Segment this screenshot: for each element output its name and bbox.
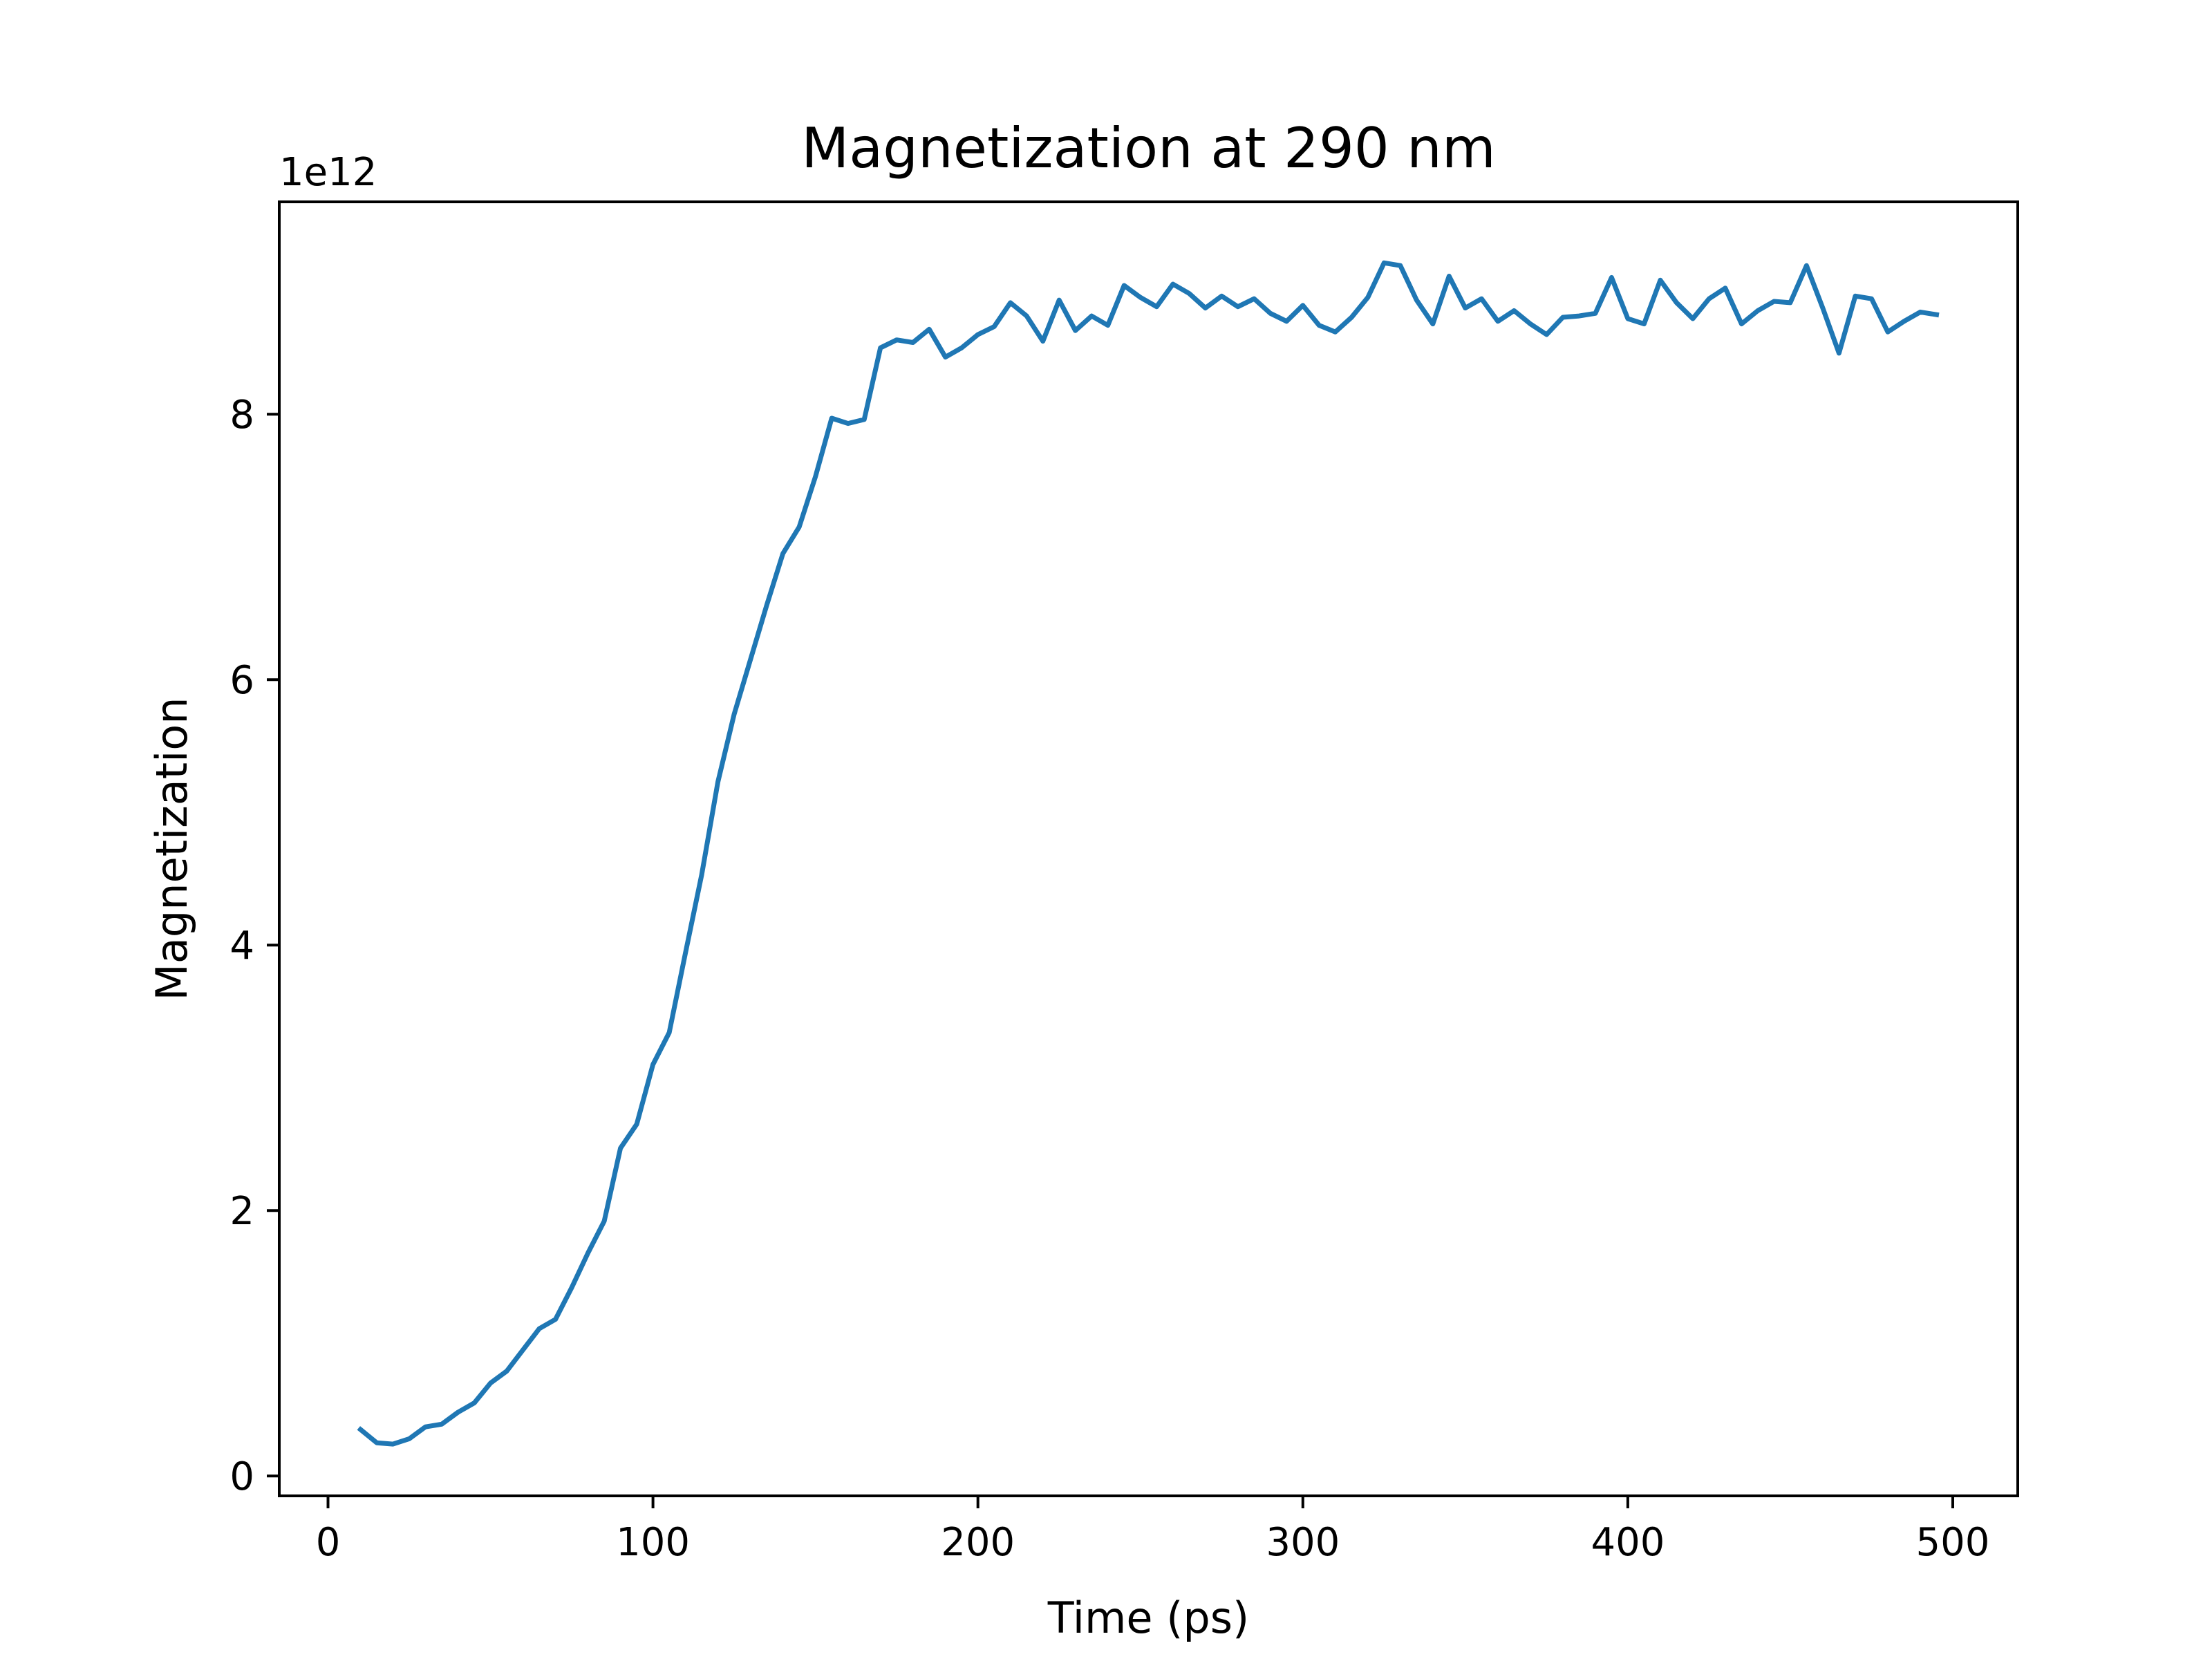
x-tick-label: 100: [616, 1520, 690, 1565]
axis-ticks: 0 100 200 300 400 500 0 2 4 6 8: [229, 393, 1989, 1565]
y-tick-label: 4: [229, 924, 254, 968]
y-axis-offset-label: 1e12: [279, 150, 377, 195]
chart-title: Magnetization at 290 nm: [801, 116, 1496, 180]
x-tick-label: 400: [1591, 1520, 1665, 1565]
y-tick-label: 6: [229, 658, 254, 703]
x-tick-label: 500: [1916, 1520, 1990, 1565]
y-axis-label: Magnetization: [147, 697, 197, 1000]
y-tick-label: 2: [229, 1189, 254, 1234]
x-tick-label: 300: [1266, 1520, 1340, 1565]
x-tick-label: 200: [941, 1520, 1015, 1565]
plot-frame: [278, 200, 2019, 1497]
x-axis-label: Time (ps): [1047, 1593, 1249, 1643]
series-layer: [357, 260, 1940, 1447]
y-tick-label: 0: [229, 1454, 254, 1499]
x-tick-label: 0: [316, 1520, 341, 1565]
series-line: [357, 260, 1940, 1447]
y-tick-label: 8: [229, 393, 254, 438]
